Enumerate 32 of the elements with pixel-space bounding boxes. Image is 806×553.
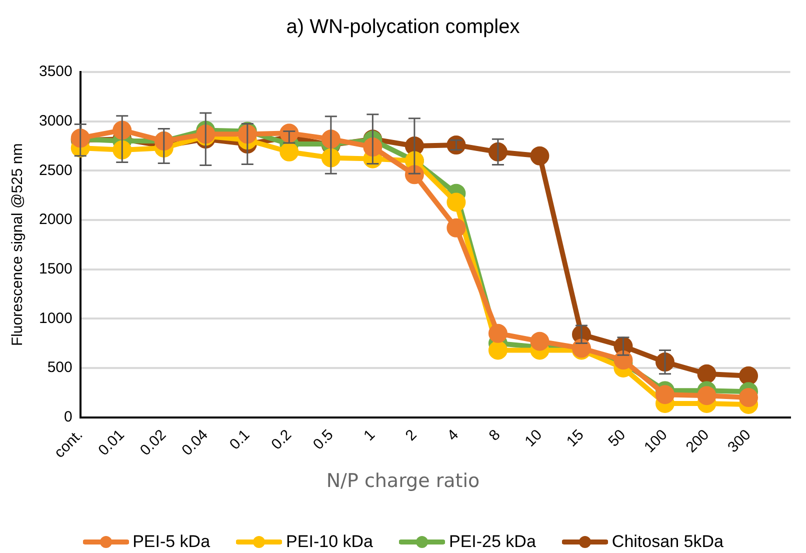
x-axis-title: N/P charge ratio [325,470,481,492]
x-tick-label: 2 [402,426,420,444]
x-tick-label: 15 [563,426,588,450]
x-tick-label: 0.02 [136,426,170,460]
legend-label: PEI-5 kDa [132,532,210,552]
legend-label: PEI-25 kDa [448,532,536,552]
x-tick-label: 0.5 [310,426,337,454]
x-tick-label: 300 [724,426,754,456]
y-tick-label: 2000 [38,211,72,228]
y-tick-label: 3000 [38,112,72,130]
x-tick-label: 1 [360,426,378,444]
y-tick-label: 1000 [38,310,72,327]
x-tick-label: 0.2 [268,426,295,454]
legend-label: PEI-10 kDa [286,532,373,552]
chart-title: a) WN-polycation complex [285,16,521,39]
y-tick-label: 3500 [38,63,72,80]
x-tick-label: 0.1 [226,426,254,454]
y-axis-title: Fluorescence signal @525 nm [9,143,26,346]
y-tick-label: 0 [64,408,72,426]
x-tick-label: 50 [605,426,629,450]
x-tick-label: 8 [486,426,504,444]
x-tick-label: cont. [51,426,86,462]
y-tick-label: 1500 [38,260,72,278]
x-tick-label: 200 [682,426,713,456]
x-tick-label: 4 [444,426,462,444]
x-tick-label: 0.01 [95,426,128,460]
x-tick-label: 0.04 [178,426,212,460]
x-tick-label: 10 [522,426,546,450]
y-tick-label: 500 [47,359,72,376]
legend-label: Chitosan 5kDa [612,532,724,552]
y-tick-label: 2500 [38,162,72,179]
x-tick-label: 100 [641,426,671,456]
